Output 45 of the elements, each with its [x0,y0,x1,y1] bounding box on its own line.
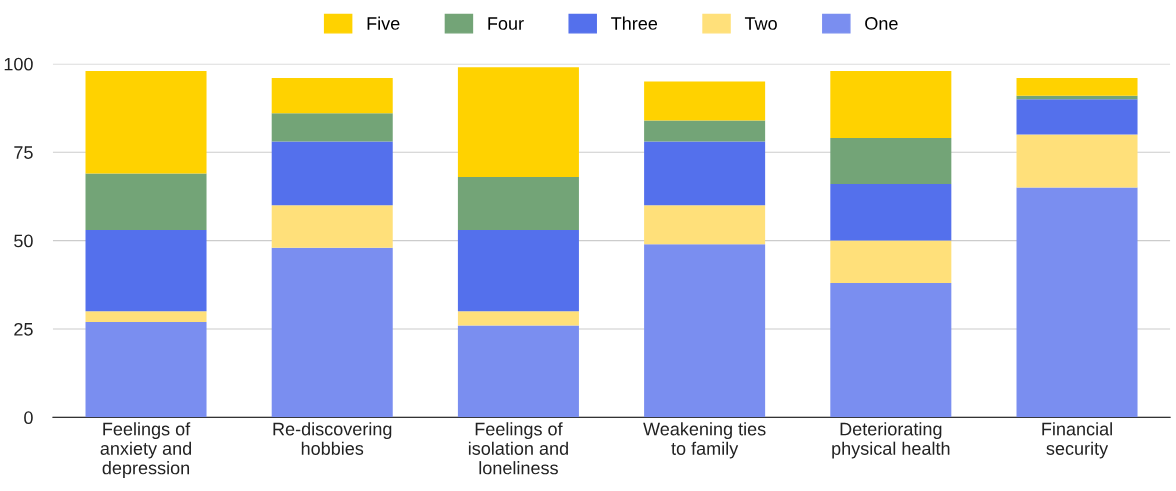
x-tick-label: Feelings of anxiety and depression [100,422,192,478]
x-tick-label: Financial security [1042,422,1112,459]
y-tick-label: 50 [14,234,33,248]
x-tick-label: Re-discovering hobbies [273,422,392,455]
legend-label: Two [744,17,777,30]
bar [1016,134,1138,188]
y-tick-label: 25 [14,322,33,336]
bar [1016,77,1138,96]
bar [457,325,579,418]
legend-label: Three [611,16,658,30]
x-tick-label: Feelings of isolation and loneliness [468,422,568,475]
bar [85,70,207,174]
bar [271,141,393,206]
bar [830,283,952,418]
bar [1016,187,1138,418]
bar [271,113,393,142]
bar [644,244,766,418]
x-tick-label: Weakening ties to family [643,422,766,459]
bar [271,205,393,248]
bar [457,67,579,177]
x-tick-label: Deteriorating physical health [832,422,950,459]
bar [830,240,952,284]
bar [644,120,766,142]
y-tick-label: 0 [24,411,33,425]
bar [85,321,207,418]
legend-label: One [865,17,898,30]
bar [85,311,207,322]
bar [830,70,952,139]
bar [1016,99,1138,135]
bar [830,184,952,241]
bar [85,173,207,230]
y-tick-label: 100 [4,57,33,71]
bar [271,247,393,418]
legend-label: Four [488,17,524,30]
bar [457,176,579,230]
bar [830,138,952,185]
y-tick-label: 75 [14,146,33,159]
legend-label: Five [367,16,400,30]
bar [85,229,207,312]
bar [457,229,579,312]
bar [644,205,766,245]
bar [644,81,766,121]
bar [644,141,766,206]
bar [271,77,393,114]
bar [457,311,579,326]
